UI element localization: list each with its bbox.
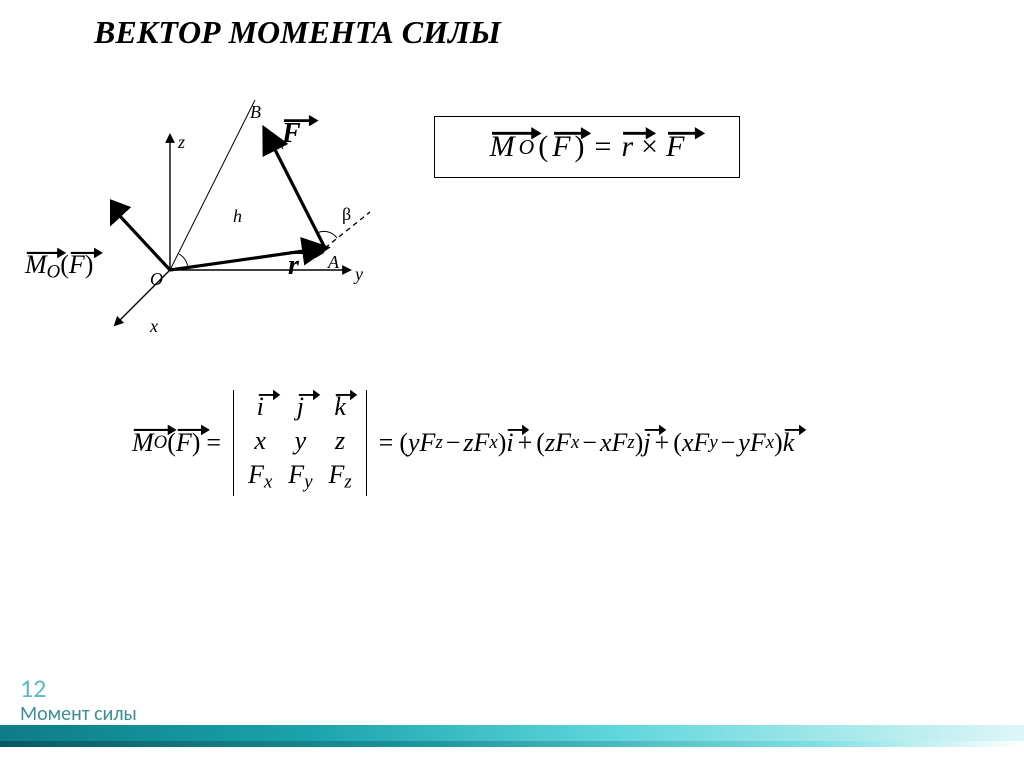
- svg-text:z: z: [177, 132, 185, 152]
- slide-title: ВЕКТОР МОМЕНТА СИЛЫ: [94, 14, 501, 51]
- label-r-vector: r: [288, 250, 299, 282]
- main-formula-box: M O (F ) = r × F: [434, 116, 740, 178]
- svg-text:h: h: [233, 206, 242, 226]
- svg-text:O: O: [150, 269, 163, 289]
- svg-text:x: x: [149, 316, 158, 336]
- svg-text:B: B: [250, 102, 261, 122]
- page-number: 12: [20, 672, 46, 704]
- footer-caption: Момент силы: [20, 702, 137, 726]
- footer-accent-bar: [0, 719, 1024, 767]
- determinant-matrix: i j k x y z Fx Fy Fz: [227, 390, 373, 496]
- moment-diagram: O y z x A B h β F r: [110, 100, 410, 340]
- label-F-vector: F: [282, 118, 301, 150]
- svg-text:y: y: [353, 264, 363, 284]
- label-moment-vector: M O(F ): [25, 250, 93, 284]
- svg-text:β: β: [342, 204, 351, 224]
- svg-text:A: A: [327, 252, 340, 272]
- determinant-formula: M O(F ) = i j k x y z Fx Fy Fz = (yFz: [132, 390, 794, 496]
